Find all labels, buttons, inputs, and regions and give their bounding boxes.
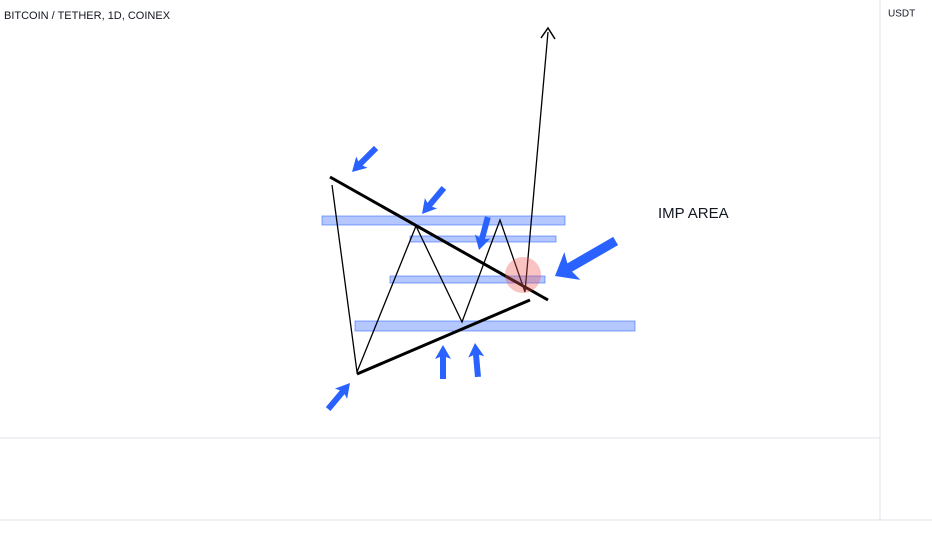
axis-label: USDT xyxy=(888,9,915,20)
arrow xyxy=(468,343,485,378)
zone-box xyxy=(354,320,636,332)
drawings xyxy=(321,215,636,332)
arrow xyxy=(422,186,447,214)
arrows xyxy=(325,145,619,411)
highlight xyxy=(505,257,541,293)
zone-box xyxy=(389,275,546,284)
arrow xyxy=(352,145,379,172)
chart-title: BITCOIN / TETHER, 1D, COINEX xyxy=(4,10,171,22)
annotation: IMP AREA xyxy=(658,205,729,222)
arrow xyxy=(325,383,350,411)
arrow xyxy=(474,216,491,250)
arrow xyxy=(435,345,451,379)
trend-line xyxy=(356,298,531,376)
pattern-drawings xyxy=(329,26,556,376)
arrow xyxy=(555,236,619,280)
arrow-head xyxy=(540,26,556,40)
zigzag xyxy=(331,31,549,375)
price-axis-bg xyxy=(880,0,932,550)
zone-box xyxy=(321,215,566,226)
trend-line xyxy=(329,175,549,302)
